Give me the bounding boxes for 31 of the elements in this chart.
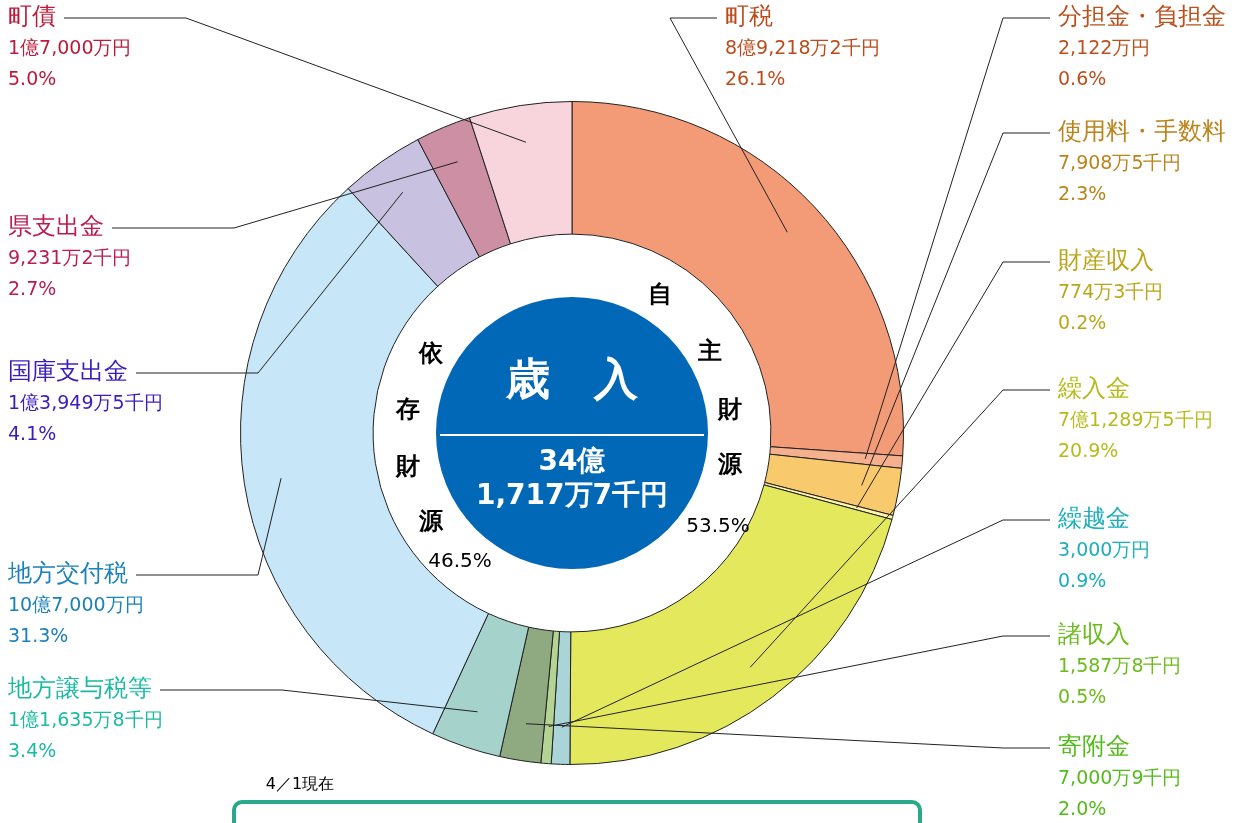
data-label: 3,000万円 0.9% (1058, 537, 1151, 591)
slice-label: 町税 (725, 2, 773, 31)
slice-label: 地方譲与税等 (7, 674, 152, 703)
slice-label: 繰入金 (1057, 374, 1130, 403)
data-label: 1億7,000万円 5.0% (8, 35, 132, 89)
data-label: 10億7,000万円 31.3% (8, 592, 144, 646)
slice-label: 分担金・負担金 (1058, 2, 1226, 31)
slice-label: 諸収入 (1058, 620, 1130, 649)
data-label: 8億9,218万2千円 26.1% (725, 35, 880, 89)
data-label: 7,000万9千円 2.0% (1058, 765, 1182, 819)
text: 4／1現在 (265, 774, 335, 795)
slice-label: 使用料・手数料 (1058, 117, 1226, 146)
slice-label: 地方交付税 (7, 559, 128, 588)
slice-label: 寄附金 (1058, 732, 1130, 761)
data-label: 1億3,949万5千円 4.1% (8, 390, 163, 444)
text: 歳 入 (506, 353, 638, 404)
data-label: 7億1,289万5千円 20.9% (1058, 407, 1213, 461)
slice-label: 繰越金 (1057, 504, 1130, 533)
text: 53.5% (686, 513, 750, 537)
text: 依存財源 (396, 339, 443, 535)
data-label: 1,587万8千円 0.5% (1058, 653, 1182, 707)
data-label: 9,231万2千円 2.7% (8, 245, 132, 299)
data-label: 774万3千円 0.2% (1058, 279, 1164, 333)
slice-label: 国庫支出金 (8, 357, 128, 386)
slice-label: 町債 (8, 2, 56, 31)
data-label: 2,122万円 0.6% (1058, 35, 1151, 89)
slice-label: 県支出金 (8, 212, 104, 241)
slice-label: 財産収入 (1058, 246, 1154, 275)
text: 46.5% (428, 548, 492, 572)
data-label: 7,908万5千円 2.3% (1058, 150, 1182, 204)
data-label: 1億1,635万8千円 3.4% (8, 707, 163, 761)
